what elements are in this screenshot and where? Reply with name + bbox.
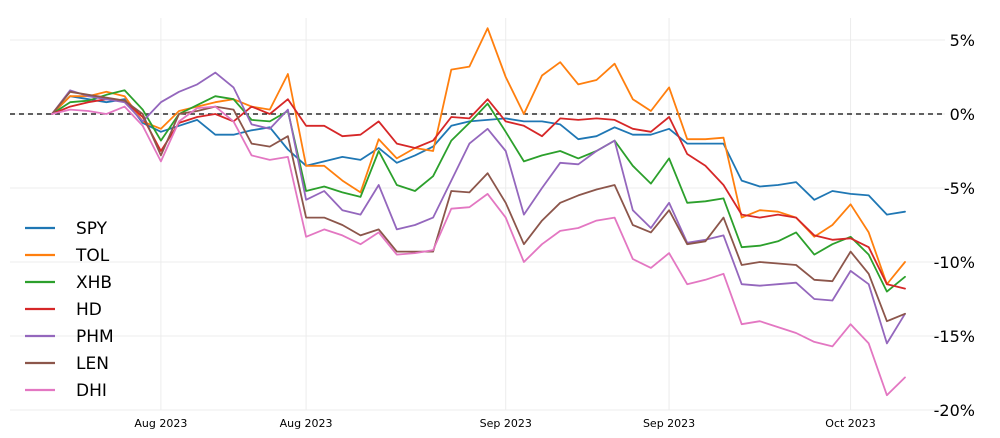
- series-line-xhb: [51, 89, 906, 293]
- legend: SPY TOL XHB HD PHM LEN DHI: [25, 219, 114, 401]
- legend-item-xhb: XHB: [25, 273, 112, 293]
- legend-item-phm: PHM: [25, 327, 114, 347]
- legend-label: HD: [76, 300, 102, 320]
- x-tick-label: Sep 2023: [480, 417, 532, 430]
- y-tick-label: -10%: [934, 253, 975, 272]
- series-line-tol: [51, 27, 906, 286]
- legend-label: DHI: [76, 381, 107, 401]
- x-tick-label: Sep 2023: [643, 417, 695, 430]
- legend-item-spy: SPY: [25, 219, 108, 239]
- y-tick-label: -20%: [934, 401, 975, 420]
- legend-label: TOL: [75, 246, 110, 266]
- legend-item-dhi: DHI: [25, 381, 107, 401]
- y-tick-label: -5%: [944, 179, 975, 198]
- y-tick-label: 0%: [950, 105, 975, 124]
- grid-lines: [10, 18, 945, 411]
- x-tick-label: Oct 2023: [825, 417, 876, 430]
- series-line-spy: [51, 95, 906, 216]
- legend-item-len: LEN: [25, 354, 109, 374]
- legend-label: PHM: [76, 327, 114, 347]
- y-tick-label: 5%: [950, 31, 975, 50]
- series-lines: [51, 27, 906, 397]
- series-line-len: [51, 90, 906, 323]
- x-axis-ticks: Aug 2023 Aug 2023 Sep 2023 Sep 2023 Oct 2023: [134, 417, 875, 430]
- y-tick-label: -15%: [934, 327, 975, 346]
- y-axis-ticks: 5% 0% -5% -10% -15% -20%: [934, 31, 975, 420]
- series-line-hd: [51, 98, 906, 290]
- legend-item-tol: TOL: [25, 246, 110, 266]
- series-line-dhi: [51, 105, 906, 397]
- x-tick-label: Aug 2023: [134, 417, 187, 430]
- series-line-phm: [51, 71, 906, 345]
- legend-label: SPY: [76, 219, 108, 239]
- legend-label: XHB: [76, 273, 112, 293]
- legend-label: LEN: [76, 354, 109, 374]
- x-tick-label: Aug 2023: [280, 417, 333, 430]
- legend-item-hd: HD: [25, 300, 102, 320]
